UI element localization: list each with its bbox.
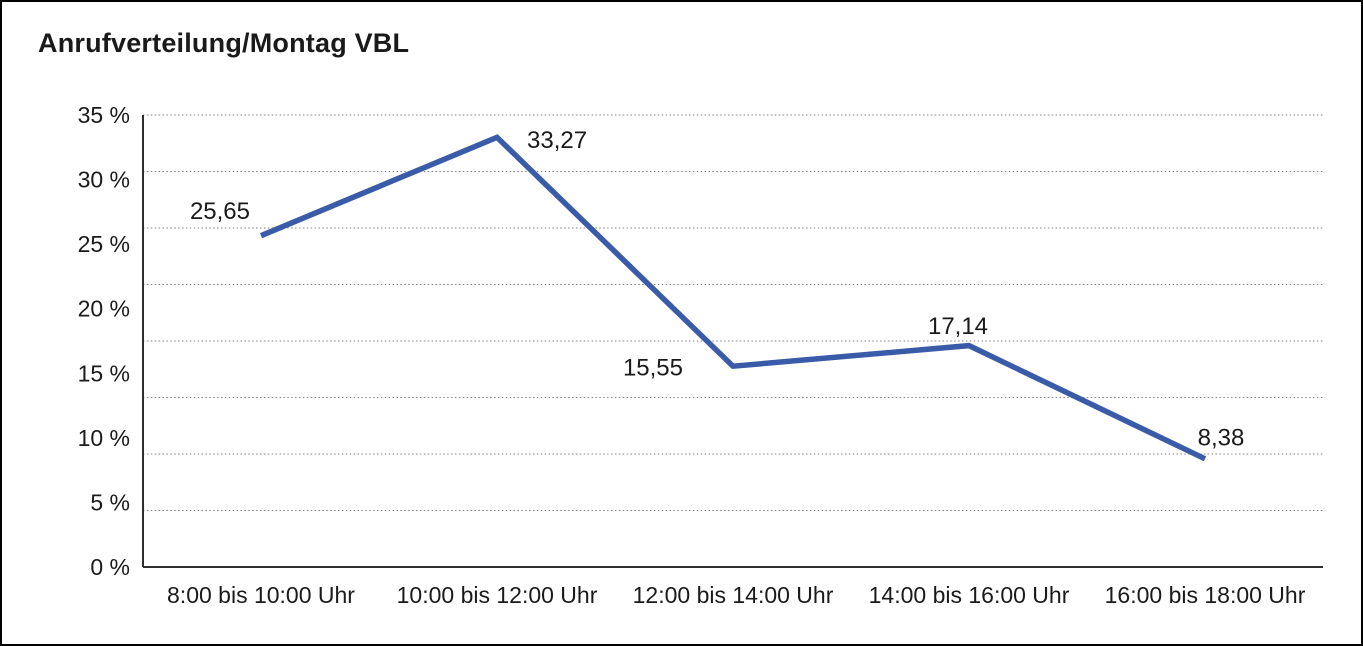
data-point-label: 33,27: [527, 127, 587, 154]
y-axis-tick-label: 20 %: [78, 296, 130, 322]
x-axis-category-label: 14:00 bis 16:00 Uhr: [869, 582, 1070, 608]
y-axis-tick-label: 30 %: [78, 167, 130, 193]
y-axis-tick-label: 0 %: [90, 554, 130, 580]
y-axis-tick-label: 15 %: [78, 360, 130, 386]
data-point-label: 17,14: [928, 313, 988, 340]
x-axis-category-label: 8:00 bis 10:00 Uhr: [167, 582, 355, 608]
data-point-label: 25,65: [190, 198, 250, 225]
data-point-label: 15,55: [623, 355, 683, 382]
chart-title: Anrufverteilung/Montag VBL: [38, 28, 410, 58]
data-point-label: 8,38: [1198, 424, 1245, 451]
y-axis-tick-label: 25 %: [78, 231, 130, 257]
y-axis-tick-label: 10 %: [78, 425, 130, 451]
y-axis-tick-label: 35 %: [78, 102, 130, 128]
x-axis-category-label: 12:00 bis 14:00 Uhr: [633, 582, 834, 608]
data-line: [259, 134, 1207, 462]
x-axis-category-label: 10:00 bis 12:00 Uhr: [397, 582, 598, 608]
x-axis-category-label: 16:00 bis 18:00 Uhr: [1105, 582, 1306, 608]
y-axis-tick-label: 5 %: [90, 489, 130, 515]
